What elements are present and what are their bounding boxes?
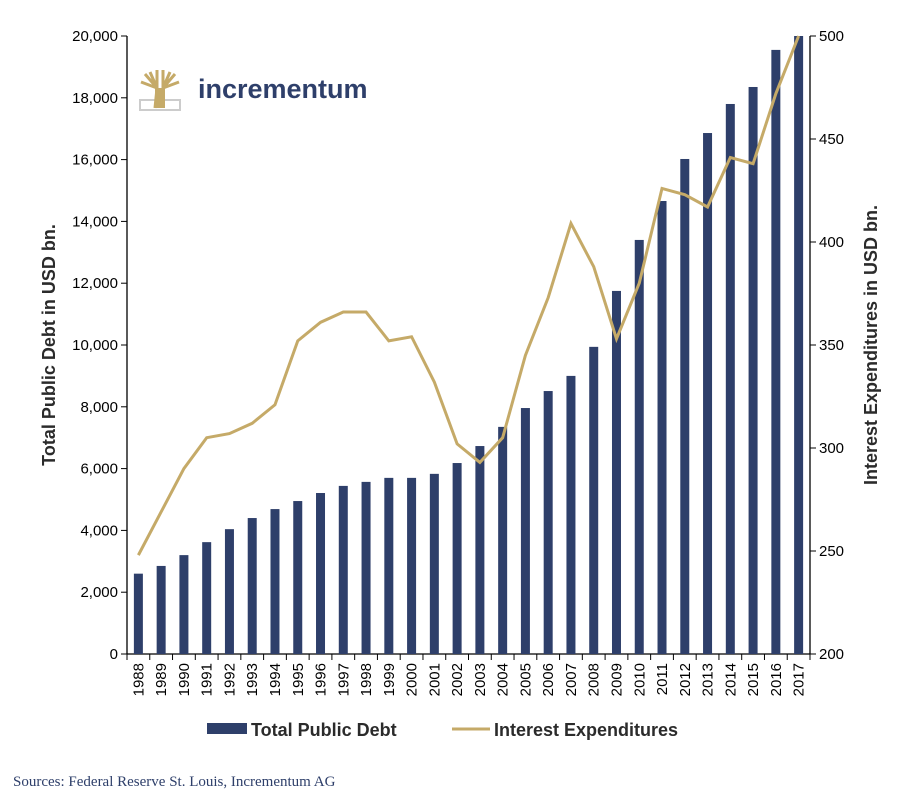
- bar-2003: [475, 446, 485, 654]
- bar-2010: [634, 239, 644, 654]
- x-tick-label: 2013: [700, 663, 717, 696]
- x-tick-label: 2008: [586, 663, 603, 696]
- bar-1996: [316, 493, 326, 654]
- bar-2015: [748, 86, 758, 655]
- bar-1993: [247, 518, 257, 654]
- y-tick-label: 20,000: [72, 28, 118, 45]
- x-tick-label: 1992: [221, 663, 238, 696]
- x-tick-label: 2003: [472, 663, 489, 696]
- bar-2006: [543, 391, 553, 654]
- y2-tick-label: 200: [819, 646, 844, 663]
- x-tick-label: 2009: [608, 663, 625, 696]
- legend-swatch-debt: [207, 723, 247, 734]
- bar-2009: [611, 290, 621, 654]
- y-axis-label: Total Public Debt in USD bn.: [39, 224, 59, 466]
- x-tick-label: 1999: [381, 663, 398, 696]
- bar-2001: [429, 473, 439, 654]
- bar-1988: [133, 573, 143, 654]
- x-tick-label: 1989: [153, 663, 170, 696]
- x-tick-label: 2011: [654, 663, 671, 695]
- legend: Total Public Debt Interest Expenditures: [207, 720, 678, 740]
- y-tick-label: 4,000: [80, 522, 118, 539]
- bar-1991: [202, 542, 212, 654]
- bar-1990: [179, 555, 189, 654]
- y2-tick-label: 500: [819, 28, 844, 45]
- x-tick-label: 1990: [176, 663, 193, 696]
- x-tick-label: 2005: [517, 663, 534, 696]
- logo-text: incrementum: [198, 74, 368, 104]
- y2-axis-label: Interest Expenditures in USD bn.: [861, 205, 881, 485]
- y-tick-label: 0: [110, 646, 118, 663]
- bar-2017: [794, 36, 804, 654]
- bar-2008: [589, 346, 599, 654]
- bar-1998: [361, 481, 371, 654]
- y-tick-label: 2,000: [80, 584, 118, 601]
- logo: incrementum: [139, 70, 368, 111]
- y-tick-label: 18,000: [72, 90, 118, 107]
- bar-1989: [156, 565, 166, 654]
- bar-2014: [725, 103, 735, 655]
- x-tick-label: 2002: [449, 663, 466, 696]
- bar-1995: [293, 501, 303, 654]
- y-tick-label: 8,000: [80, 399, 118, 416]
- bar-2000: [407, 477, 417, 654]
- bar-2016: [771, 49, 781, 654]
- x-tick-label: 2006: [540, 663, 557, 696]
- x-tick-label: 1994: [267, 663, 284, 696]
- x-tick-label: 2007: [563, 663, 580, 696]
- x-tick-label: 1995: [290, 663, 307, 696]
- bar-1992: [224, 529, 234, 654]
- x-tick-label: 1996: [313, 663, 330, 696]
- y2-tick-label: 250: [819, 543, 844, 560]
- bar-2005: [520, 408, 530, 654]
- bar-2013: [703, 133, 713, 654]
- x-tick-label: 1993: [244, 663, 261, 696]
- x-tick-label: 2012: [677, 663, 694, 696]
- interest-line: [137, 35, 801, 556]
- bar-1999: [384, 477, 394, 654]
- tree-icon: [139, 70, 181, 111]
- y2-tick-label: 400: [819, 234, 844, 251]
- legend-label-interest: Interest Expenditures: [494, 720, 678, 740]
- x-tick-label: 2014: [722, 663, 739, 696]
- x-tick-label: 2001: [426, 663, 443, 696]
- y-tick-label: 6,000: [80, 461, 118, 478]
- bar-2004: [498, 426, 508, 654]
- source-note: Sources: Federal Reserve St. Louis, Incr…: [13, 774, 336, 790]
- x-tick-label: 1991: [199, 663, 216, 696]
- bar-2007: [566, 375, 576, 654]
- x-tick-label: 2015: [745, 663, 762, 696]
- bar-1994: [270, 509, 280, 654]
- legend-label-debt: Total Public Debt: [251, 720, 397, 740]
- y-tick-label: 16,000: [72, 152, 118, 169]
- x-tick-label: 2004: [495, 663, 512, 696]
- x-tick-label: 1988: [130, 663, 147, 696]
- y-tick-label: 14,000: [72, 213, 118, 230]
- y2-tick-label: 350: [819, 337, 844, 354]
- y2-tick-label: 450: [819, 131, 844, 148]
- y-tick-label: 10,000: [72, 337, 118, 354]
- bar-2011: [657, 201, 667, 655]
- bar-2002: [452, 463, 462, 654]
- x-tick-label: 2000: [404, 663, 421, 696]
- x-tick-label: 1997: [335, 663, 352, 696]
- x-tick-label: 1998: [358, 663, 375, 696]
- x-tick-label: 2010: [631, 663, 648, 696]
- bar-1997: [338, 485, 348, 654]
- x-tick-label: 2017: [791, 663, 808, 696]
- y2-tick-label: 300: [819, 440, 844, 457]
- bar-2012: [680, 158, 690, 654]
- x-tick-label: 2016: [768, 663, 785, 696]
- y-tick-label: 12,000: [72, 275, 118, 292]
